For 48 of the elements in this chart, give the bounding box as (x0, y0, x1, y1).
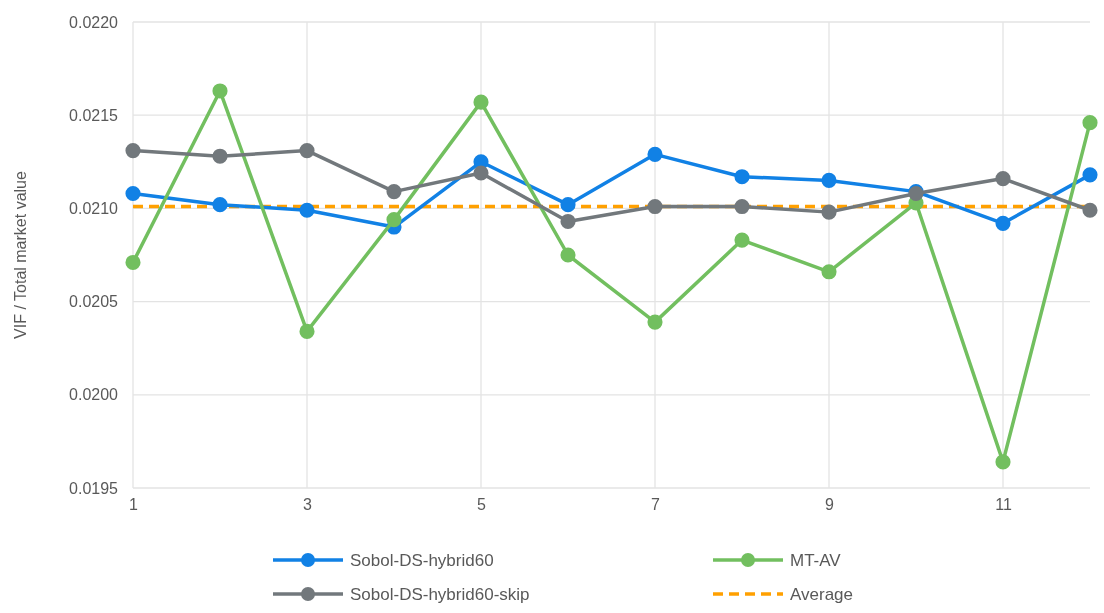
point (212, 148, 228, 164)
point (473, 165, 489, 181)
y-tick-label: 0.0215 (69, 106, 119, 124)
point (560, 213, 576, 229)
y-tick-label: 0.0200 (69, 386, 119, 404)
point (647, 198, 663, 215)
point (299, 323, 315, 339)
y-axis-title: VIF / Total market value (12, 171, 29, 339)
point (995, 215, 1011, 231)
legend-label: Sobol-DS-hybrid60-skip (350, 585, 530, 604)
point (125, 254, 141, 271)
point (647, 146, 663, 162)
x-tick-label: 3 (303, 496, 313, 514)
point (560, 197, 576, 213)
point (299, 202, 315, 218)
point (821, 204, 837, 220)
point (560, 247, 576, 263)
point (386, 212, 402, 228)
legend-label: MT-AV (790, 551, 842, 570)
point (299, 143, 315, 159)
legend-label: Average (790, 585, 854, 604)
point (125, 143, 141, 159)
x-tick-label: 1 (129, 496, 139, 514)
point (212, 83, 228, 99)
point (386, 184, 402, 200)
y-tick-label: 0.0195 (69, 479, 119, 497)
point (1082, 167, 1098, 183)
point (125, 185, 141, 202)
point (734, 198, 750, 215)
point (995, 171, 1011, 187)
point (647, 314, 663, 330)
x-tick-label: 9 (825, 496, 835, 514)
x-tick-label: 11 (995, 496, 1012, 514)
point (821, 264, 837, 280)
point (1082, 115, 1098, 131)
y-tick-label: 0.0220 (69, 13, 119, 31)
x-tick-label: 7 (651, 496, 661, 514)
point (1082, 202, 1098, 218)
y-tick-label: 0.0205 (69, 293, 119, 311)
point (212, 197, 228, 213)
point (473, 94, 489, 110)
point (821, 172, 837, 188)
point (734, 232, 750, 248)
point (734, 169, 750, 185)
x-tick-label: 5 (477, 496, 487, 514)
y-tick-label: 0.0210 (69, 200, 119, 218)
legend-label: Sobol-DS-hybrid60 (350, 551, 494, 570)
point (995, 454, 1011, 470)
